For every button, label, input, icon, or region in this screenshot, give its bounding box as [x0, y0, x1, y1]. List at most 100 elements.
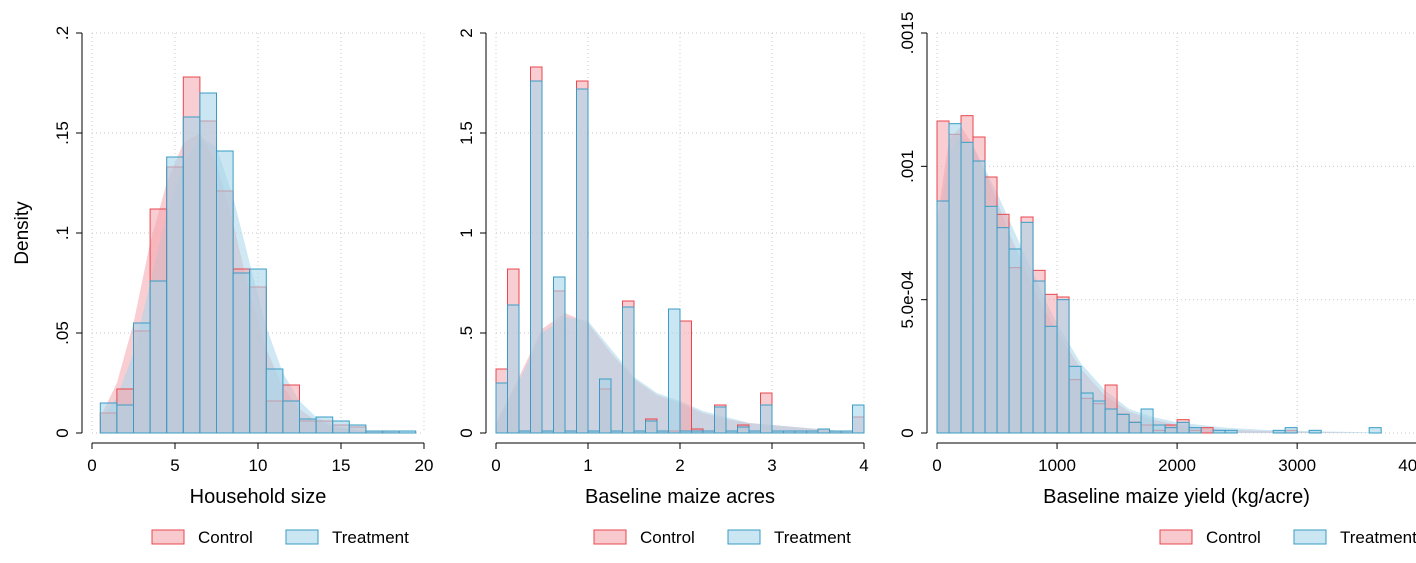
histogram-bar-treatment [714, 406, 727, 434]
y-tick-label: 0 [53, 428, 72, 437]
x-tick-label: 3000 [1278, 456, 1316, 475]
y-tick-label: 0 [898, 428, 917, 437]
histogram-bar-treatment [541, 430, 554, 434]
histogram-bar-treatment [299, 418, 317, 434]
legend-label-treatment: Treatment [774, 528, 851, 547]
histogram-bar-treatment [1140, 408, 1154, 434]
histogram-bar-treatment [315, 416, 334, 434]
y-tick-label: .15 [53, 121, 72, 145]
x-tick-label: 1 [583, 456, 592, 475]
histogram-bar-treatment [495, 382, 508, 434]
x-tick-label: 0 [87, 456, 96, 475]
legend-label-control: Control [198, 528, 253, 547]
legend-swatch-treatment [1293, 529, 1327, 545]
histogram-bar-treatment [702, 430, 715, 434]
histogram-bar-treatment [829, 430, 842, 434]
y-tick-label: 2 [457, 28, 476, 37]
x-tick-label: 4000 [1398, 456, 1416, 475]
histogram-bar-treatment [806, 430, 819, 434]
histogram-bar-treatment [1128, 421, 1142, 434]
histogram-bar-treatment [182, 116, 201, 434]
histogram-bar-treatment [679, 430, 692, 434]
histogram-bar-treatment [996, 227, 1010, 434]
histogram-bar-treatment [760, 404, 773, 434]
x-tick-label: 0 [932, 456, 941, 475]
histogram-bar-treatment [1284, 427, 1298, 434]
histogram-bar-treatment [530, 80, 543, 434]
histogram-bar-treatment [1056, 299, 1070, 434]
histogram-bar-treatment [553, 276, 566, 434]
histogram-bar-treatment [1008, 248, 1022, 434]
x-tick-label: 20 [415, 456, 434, 475]
histogram-bar-treatment [668, 308, 681, 434]
x-tick-label: 2 [675, 456, 684, 475]
histogram-bar-treatment [1068, 365, 1082, 434]
histogram-bar-treatment [817, 428, 830, 434]
histogram-bar-treatment [645, 420, 658, 434]
histogram-bar-treatment [960, 141, 974, 434]
y-tick-label: .5 [457, 326, 476, 340]
histogram-bar-treatment [1116, 413, 1130, 434]
histogram-bar-treatment [691, 430, 704, 434]
plot-area-3 [936, 115, 1382, 434]
legend: Control Treatment [593, 528, 851, 547]
histogram-bar-treatment [622, 306, 635, 434]
x-tick-label: 0 [491, 456, 500, 475]
legend: Control Treatment [151, 528, 409, 547]
histogram-bar-treatment [633, 430, 646, 434]
histogram-bar-treatment [133, 322, 151, 434]
legend-swatch-control [1159, 529, 1193, 545]
histogram-bar-treatment [794, 430, 807, 434]
histogram-bar-treatment [587, 430, 600, 434]
histogram-bar-treatment [199, 92, 217, 434]
legend-swatch-treatment [285, 529, 319, 545]
histogram-bar-treatment [1032, 280, 1046, 434]
histogram-bar-treatment [936, 200, 950, 434]
histogram-bar-treatment [518, 430, 531, 434]
histogram-bar-treatment [599, 378, 612, 434]
y-tick-label: 1 [457, 228, 476, 237]
histogram-bar-treatment [1104, 408, 1118, 434]
histogram-bar-treatment [216, 150, 234, 434]
histogram-bar-treatment [564, 430, 577, 434]
histogram-bar-treatment [282, 400, 300, 434]
histogram-bar-treatment [1020, 221, 1034, 434]
legend-label-treatment: Treatment [332, 528, 409, 547]
histogram-bar-treatment [265, 368, 284, 434]
histogram-bar-treatment [166, 156, 184, 434]
histogram-bar-treatment [116, 404, 135, 434]
histogram-bar-treatment [576, 88, 589, 434]
histogram-bar-treatment [748, 430, 761, 434]
histogram-bar-treatment [507, 304, 520, 434]
plot-area-1 [99, 76, 417, 434]
histogram-bar-treatment [1092, 400, 1106, 434]
histogram-bar-treatment [737, 426, 750, 434]
histogram-bar-treatment [1212, 429, 1226, 434]
histogram-bar-treatment [771, 430, 784, 434]
histogram-bar-treatment [1224, 429, 1238, 434]
histogram-bar-treatment [656, 430, 669, 434]
histogram-bar-treatment [783, 430, 796, 434]
chart-panel-3: 0 5.0e-04 .001 .0015 0 1000 2000 3000 4000 Baseli… [898, 12, 1416, 547]
x-axis-title: Baseline maize yield (kg/acre) [1043, 486, 1310, 508]
x-tick-label: 1000 [1038, 456, 1076, 475]
histogram-bar-treatment [332, 420, 350, 434]
histogram-bar-treatment [99, 402, 118, 434]
histogram-bar-treatment [249, 268, 267, 434]
y-tick-label: .001 [898, 150, 917, 183]
histogram-bar-treatment [984, 205, 998, 434]
histogram-bar-treatment [398, 430, 417, 434]
legend-label-treatment: Treatment [1340, 528, 1416, 547]
y-axis-title: Density [12, 201, 33, 265]
x-tick-label: 2000 [1158, 456, 1196, 475]
x-tick-label: 5 [170, 456, 179, 475]
legend-swatch-control [593, 529, 627, 545]
histogram-bar-control [1200, 427, 1214, 434]
histogram-bar-treatment [365, 430, 383, 434]
y-tick-label: 5.0e-04 [898, 271, 917, 329]
legend-label-control: Control [1206, 528, 1261, 547]
x-axis-title: Baseline maize acres [585, 486, 775, 508]
histogram-bar-treatment [382, 430, 400, 434]
y-tick-label: .1 [53, 226, 72, 240]
x-axis-title: Household size [190, 486, 327, 508]
